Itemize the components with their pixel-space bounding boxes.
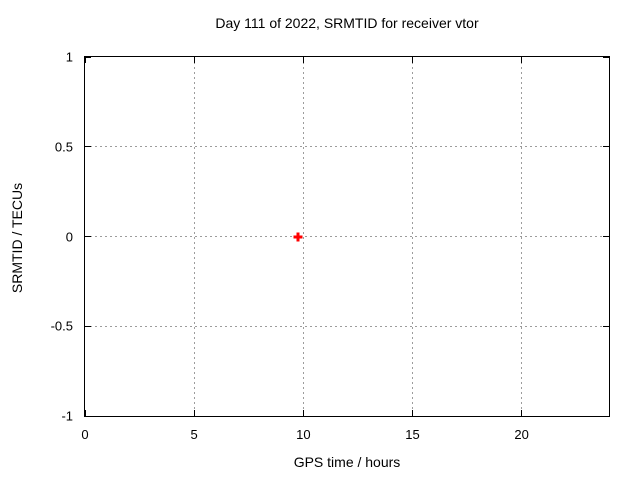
x-tick-mark [193,410,195,416]
data-point-marker [293,232,303,241]
y-tick-label: 0.5 [54,139,73,155]
y-tick-label: -1 [61,408,73,424]
x-tick-label: 0 [81,427,89,442]
y-tick-label: 1 [65,49,73,65]
y-tick-mark [85,236,91,237]
y-tick-mark [603,415,609,417]
x-tick-mark [302,410,304,416]
y-tick-mark [85,56,91,58]
x-tick-mark [521,410,523,416]
x-tick-label: 5 [190,427,198,442]
y-tick-label: 0 [65,229,73,244]
x-axis-label: GPS time / hours [293,454,401,470]
y-tick-mark [85,146,91,148]
x-tick-mark [84,410,86,416]
y-tick-label: -0.5 [50,318,73,334]
y-tick-mark [85,325,91,327]
x-tick-label: 15 [405,427,420,442]
x-tick-mark [412,57,413,63]
plot-area [84,56,610,417]
x-tick-mark [412,410,413,416]
x-tick-label: 20 [514,427,529,442]
x-tick-mark [521,57,523,63]
y-gridline [85,236,609,237]
x-tick-label: 10 [296,427,311,442]
y-tick-mark [85,415,91,417]
y-gridline [85,146,609,148]
y-gridline [85,325,609,327]
y-tick-mark [603,325,609,327]
marker-vertical-bar [296,232,300,241]
y-tick-mark [603,146,609,148]
x-tick-mark [84,57,86,63]
chart-title: Day 111 of 2022, SRMTID for receiver vto… [215,15,479,31]
y-tick-mark [603,56,609,58]
x-tick-mark [193,57,195,63]
y-tick-mark [603,236,609,237]
x-tick-mark [302,57,304,63]
